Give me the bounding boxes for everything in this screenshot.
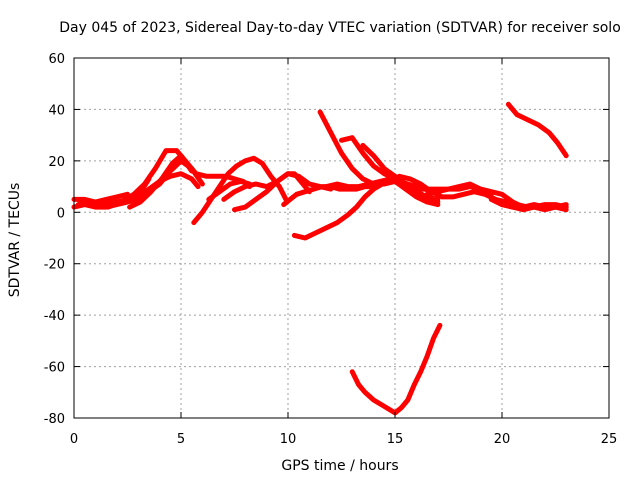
series-line-track-18 (396, 173, 531, 210)
axis-ticks: 0 5 10 15 20 25 -80 -60 -40 -20 0 20 40 60 (44, 52, 618, 447)
series-line-track-20 (403, 181, 494, 197)
y-tick-label: 0 (57, 206, 65, 221)
x-tick-label: 0 (70, 432, 78, 447)
series-line-track-7 (135, 171, 201, 200)
y-tick-label: 40 (48, 103, 65, 118)
series-line-track-17 (324, 176, 411, 190)
x-tick-label: 10 (280, 432, 297, 447)
series-line-track-24 (505, 101, 569, 159)
y-tick-label: -80 (44, 412, 65, 427)
x-tick-label: 15 (387, 432, 404, 447)
y-axis-label: SDTVAR / TECUs (7, 183, 23, 298)
x-tick-label: 5 (177, 432, 185, 447)
x-axis-label: GPS time / hours (281, 458, 398, 474)
y-tick-label: -40 (44, 309, 65, 324)
y-tick-label: -60 (44, 361, 65, 376)
x-tick-label: 25 (601, 432, 618, 447)
plot-frame (73, 57, 610, 419)
series-line-track-23 (510, 204, 569, 213)
y-tick-label: 20 (48, 155, 65, 170)
y-tick-label: 60 (48, 52, 65, 67)
series-line-track-11 (232, 171, 312, 213)
x-tick-label: 20 (494, 432, 511, 447)
chart-title: Day 045 of 2023, Sidereal Day-to-day VTE… (59, 20, 621, 36)
data-series (71, 101, 569, 416)
series-line-track-2 (71, 191, 130, 205)
series-line-track-25 (349, 322, 443, 416)
y-tick-label: -20 (44, 258, 65, 273)
series-line-track-9 (206, 178, 252, 202)
series-line-track-13 (291, 178, 394, 241)
grid-lines (74, 58, 609, 418)
